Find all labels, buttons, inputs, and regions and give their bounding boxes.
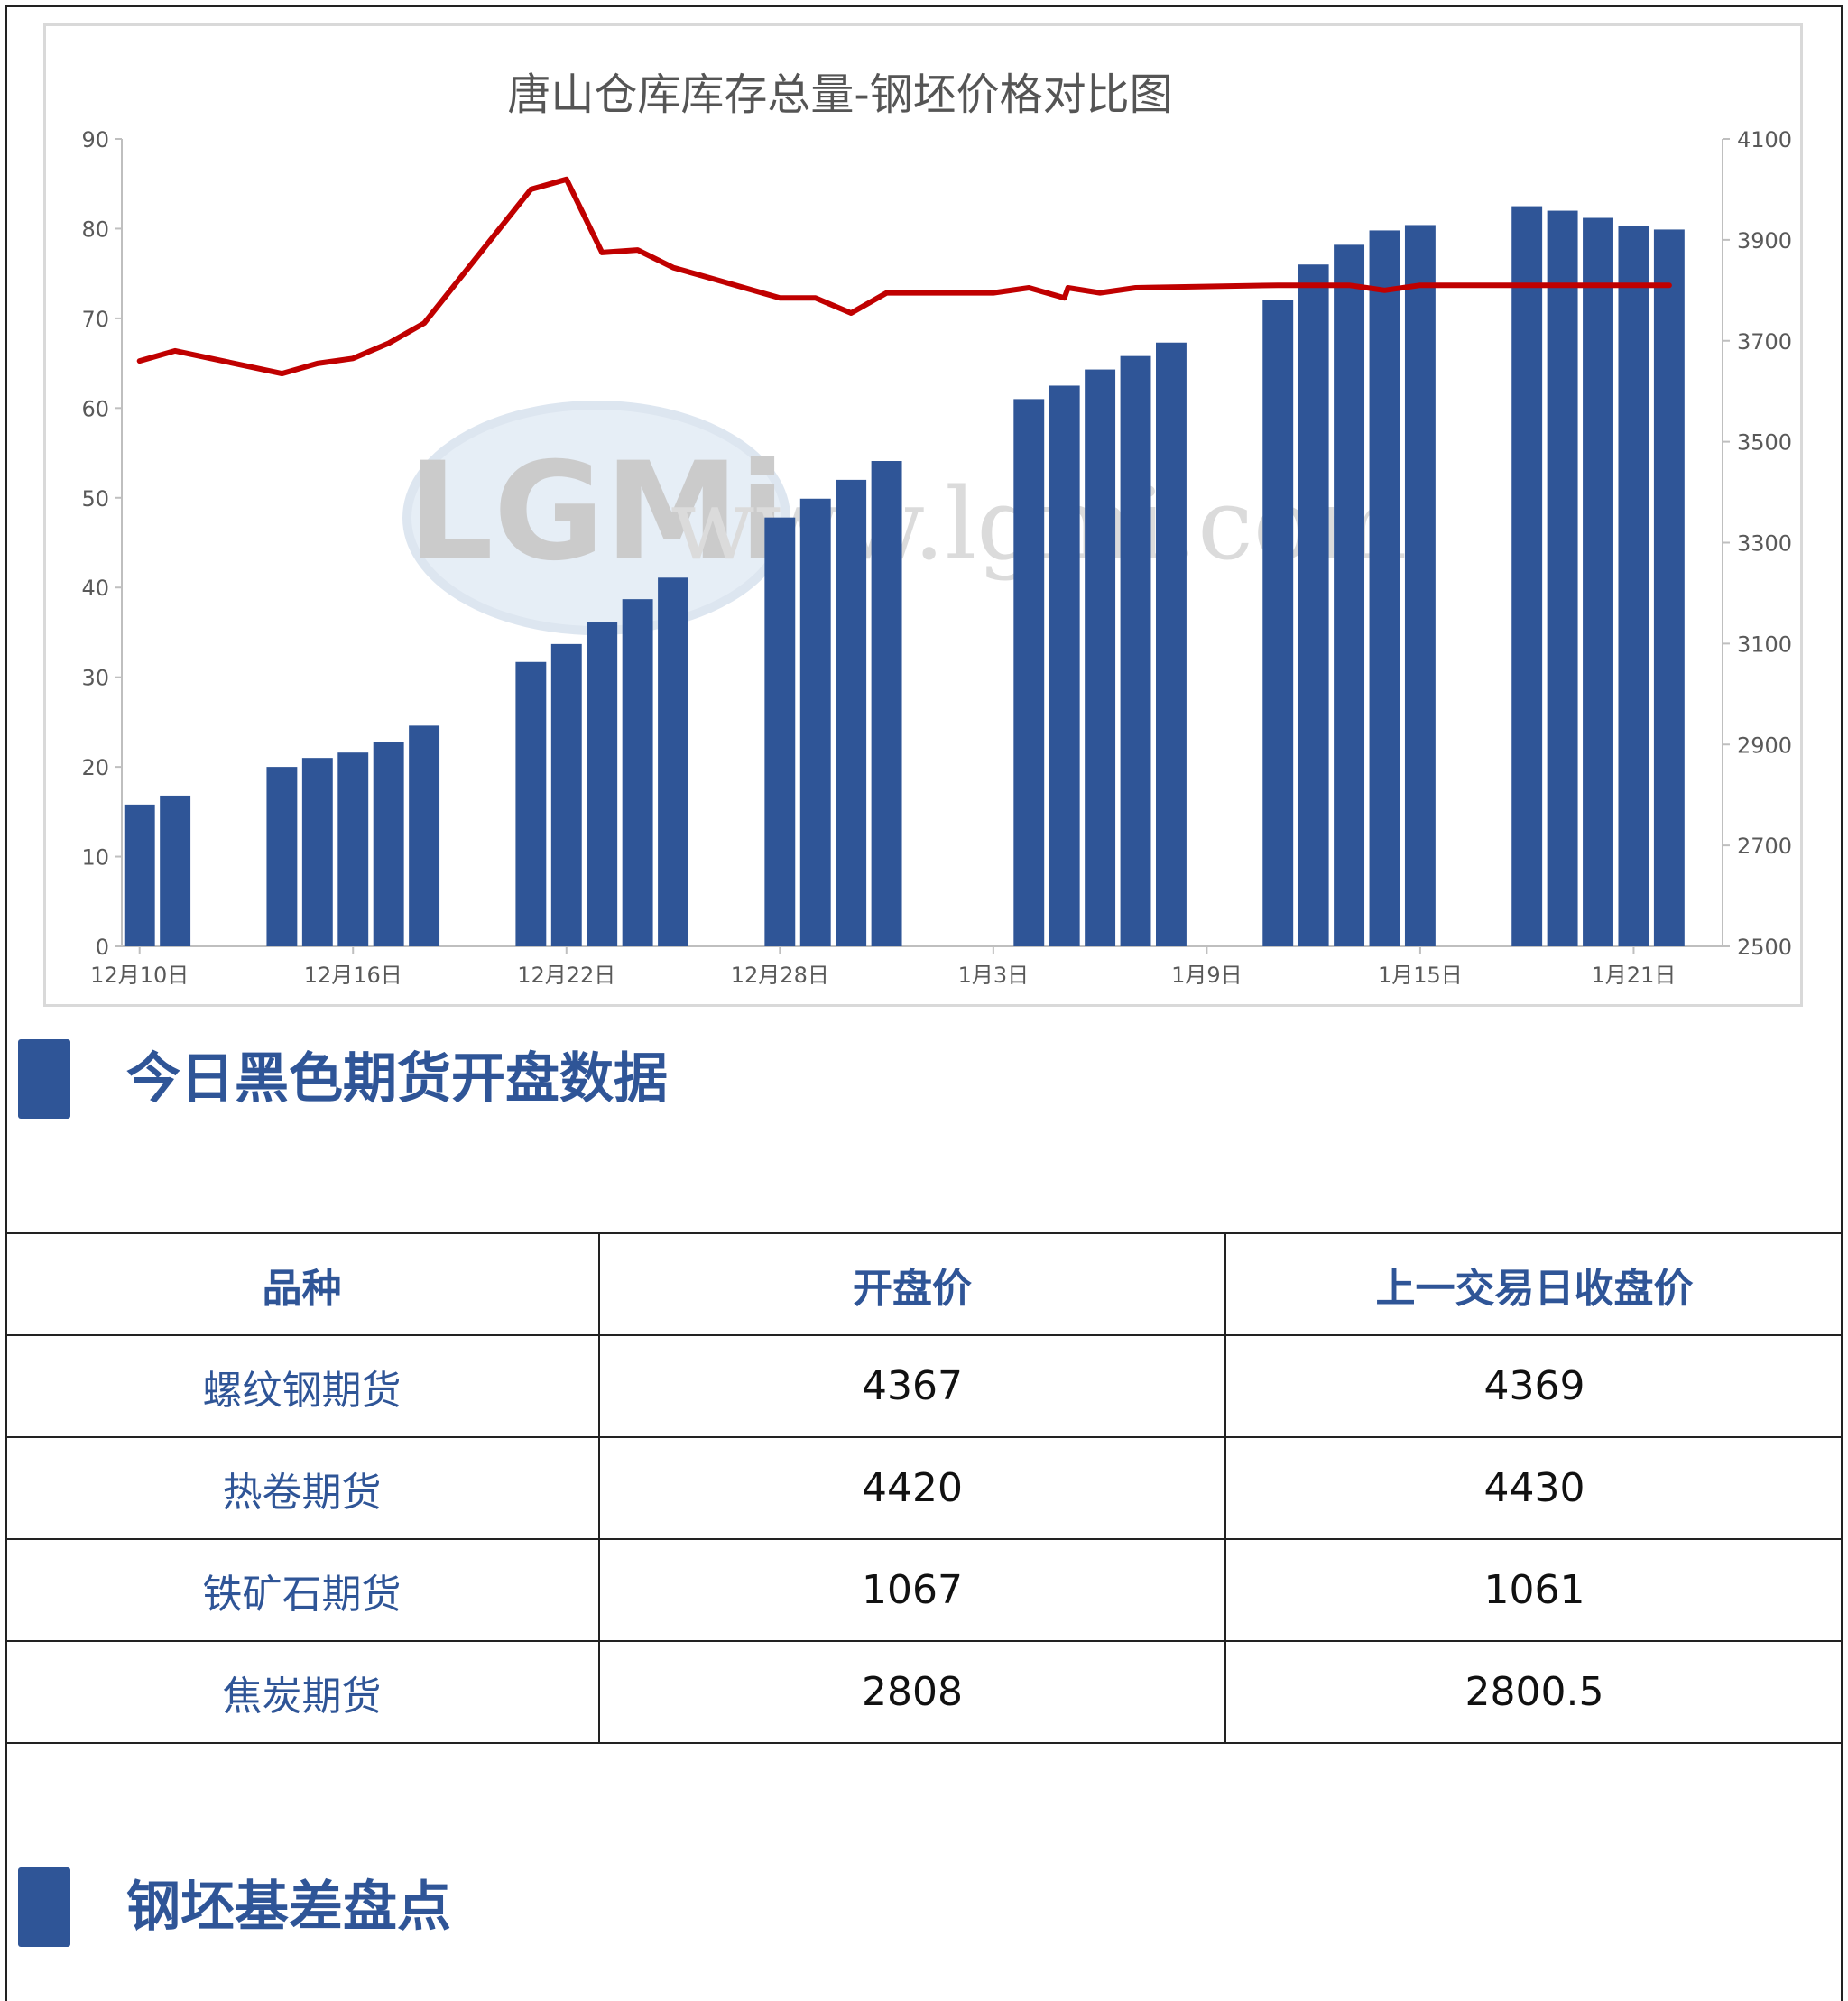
variety-cell: 焦炭期货	[5, 1640, 600, 1744]
bar	[587, 622, 618, 946]
bar	[515, 661, 547, 946]
axes: 0 10 20 30 40 50 60 70 80 90 2500 2700 2900 3100 3300 3…	[81, 127, 1792, 988]
left-tick-label: 10	[81, 845, 109, 871]
chart-card: LGMi www.lgmi.com 唐山仓库库存总量-钢坯价格对比图 0 10 20…	[43, 23, 1803, 1007]
x-tick-label: 1月3日	[958, 963, 1030, 988]
bar	[871, 461, 902, 946]
right-tick-label: 2700	[1737, 834, 1792, 859]
x-tick-label: 12月16日	[304, 963, 402, 988]
bar	[799, 498, 831, 946]
bar	[266, 767, 298, 946]
bar	[301, 758, 333, 946]
open-price-cell: 4420	[598, 1436, 1226, 1540]
section-marker	[18, 1039, 70, 1119]
bar	[373, 742, 404, 946]
section-marker	[18, 1867, 70, 1947]
bar	[1618, 226, 1649, 946]
bar	[160, 795, 191, 946]
bar	[1583, 217, 1613, 946]
table-header-row: 品种 开盘价 上一交易日收盘价	[5, 1232, 1843, 1336]
bar	[1334, 244, 1365, 946]
open-price-cell: 1067	[598, 1538, 1226, 1642]
open-price-cell: 4367	[598, 1334, 1226, 1438]
watermark: LGMi www.lgmi.com	[402, 401, 1407, 635]
table-row: 铁矿石期货 1067 1061	[5, 1538, 1843, 1642]
right-tick-label: 4100	[1737, 127, 1792, 152]
section-title: 今日黑色期货开盘数据	[126, 1047, 668, 1111]
prev-close-cell: 4369	[1224, 1334, 1843, 1438]
section-title: 钢坯基差盘点	[126, 1876, 451, 1939]
bar-series	[124, 206, 1685, 947]
bar	[1156, 342, 1187, 946]
table-row: 热卷期货 4420 4430	[5, 1436, 1843, 1540]
bar	[1404, 225, 1436, 946]
line-series	[136, 176, 1672, 377]
bar	[337, 752, 369, 946]
bar	[1653, 229, 1685, 946]
bar	[1085, 369, 1116, 946]
left-tick-label: 20	[81, 755, 109, 780]
prev-close-cell: 1061	[1224, 1538, 1843, 1642]
left-tick-label: 70	[81, 307, 109, 332]
table-row: 焦炭期货 2808 2800.5	[5, 1640, 1843, 1744]
price-line	[136, 176, 1672, 377]
header-variety: 品种	[5, 1232, 600, 1336]
bar	[764, 517, 796, 946]
bar	[1049, 385, 1080, 946]
bar	[1511, 206, 1543, 947]
bar	[1013, 399, 1045, 946]
left-tick-label: 40	[81, 576, 109, 601]
right-tick-label: 3700	[1737, 329, 1792, 355]
page-frame	[5, 5, 1843, 2001]
right-tick-label: 2500	[1737, 935, 1792, 960]
x-tick-label: 1月15日	[1378, 963, 1463, 988]
chart-title: 唐山仓库库存总量-钢坯价格对比图	[507, 69, 1172, 120]
right-tick-label: 3300	[1737, 531, 1792, 557]
watermark-logo: LGMi	[407, 434, 785, 591]
left-tick-label: 80	[81, 217, 109, 242]
bar	[1262, 300, 1294, 946]
bar	[1369, 230, 1400, 946]
prev-close-cell: 4430	[1224, 1436, 1843, 1540]
bar	[1298, 264, 1329, 946]
right-tick-label: 2900	[1737, 733, 1792, 758]
bar	[1547, 210, 1578, 947]
x-tick-label: 1月9日	[1171, 963, 1243, 988]
prev-close-cell: 2800.5	[1224, 1640, 1843, 1744]
left-tick-label: 90	[81, 127, 109, 152]
variety-cell: 铁矿石期货	[5, 1538, 600, 1642]
open-price-cell: 2808	[598, 1640, 1226, 1744]
bar	[124, 804, 155, 946]
header-open-price: 开盘价	[598, 1232, 1226, 1336]
bar	[836, 479, 867, 946]
bar	[550, 643, 582, 946]
variety-cell: 热卷期货	[5, 1436, 600, 1540]
header-prev-close: 上一交易日收盘价	[1224, 1232, 1843, 1336]
left-tick-label: 30	[81, 666, 109, 691]
left-tick-label: 50	[81, 486, 109, 512]
right-tick-label: 3100	[1737, 632, 1792, 657]
variety-cell: 螺纹钢期货	[5, 1334, 600, 1438]
table-row: 螺纹钢期货 4367 4369	[5, 1334, 1843, 1438]
bar	[1120, 355, 1151, 947]
bar	[658, 577, 688, 946]
x-tick-label: 12月10日	[90, 963, 189, 988]
combo-chart: LGMi www.lgmi.com 唐山仓库库存总量-钢坯价格对比图 0 10 20…	[81, 69, 1792, 988]
bar	[409, 725, 440, 946]
x-tick-label: 12月28日	[731, 963, 829, 988]
x-tick-label: 12月22日	[517, 963, 615, 988]
x-tick-label: 1月21日	[1592, 963, 1677, 988]
right-tick-label: 3500	[1737, 430, 1792, 456]
left-tick-label: 0	[96, 935, 109, 960]
right-tick-label: 3900	[1737, 228, 1792, 254]
bar	[622, 599, 653, 946]
left-tick-label: 60	[81, 396, 109, 421]
futures-table: 品种 开盘价 上一交易日收盘价 螺纹钢期货 4367 4369 热卷期货 442…	[5, 1232, 1843, 1744]
